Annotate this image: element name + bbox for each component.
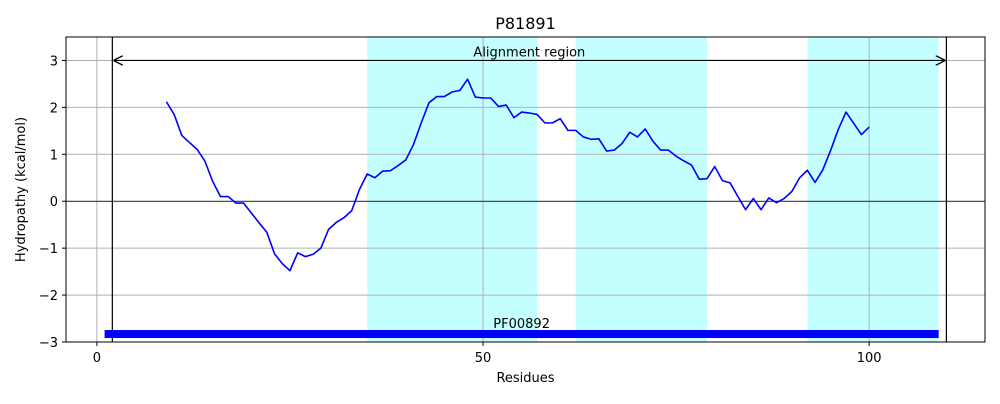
x-tick-label: 100 [857, 351, 882, 366]
x-axis-label: Residues [496, 371, 554, 386]
series-layer [104, 78, 939, 339]
y-tick-label: 3 [50, 54, 58, 69]
y-tick-label: −3 [39, 336, 58, 351]
hydropathy-line [165, 78, 870, 272]
annotations: PF00892 Alignment region [114, 45, 944, 332]
y-axis-label: Hydropathy (kcal/mol) [14, 117, 29, 262]
highlight-bands [367, 37, 939, 342]
x-tick-label: 50 [475, 351, 492, 366]
y-tick-label: 1 [50, 148, 58, 163]
alignment-label: Alignment region [473, 45, 585, 60]
y-tick-label: −1 [39, 242, 58, 257]
highlight-band-3 [807, 37, 939, 342]
domain-label: PF00892 [493, 317, 550, 332]
axis-ticks: 0 50 100 −3 −2 −1 0 1 2 3 [39, 54, 882, 366]
chart-title: P81891 [495, 14, 556, 33]
plot-frame [65, 36, 986, 343]
x-tick-label: 0 [93, 351, 101, 366]
highlight-band-2 [575, 37, 707, 342]
y-tick-label: −2 [39, 289, 58, 304]
highlight-band-1 [367, 37, 538, 342]
y-tick-label: 2 [50, 101, 58, 116]
y-tick-label: 0 [50, 195, 58, 210]
domain-bar [104, 330, 939, 339]
reference-lines [66, 37, 985, 342]
